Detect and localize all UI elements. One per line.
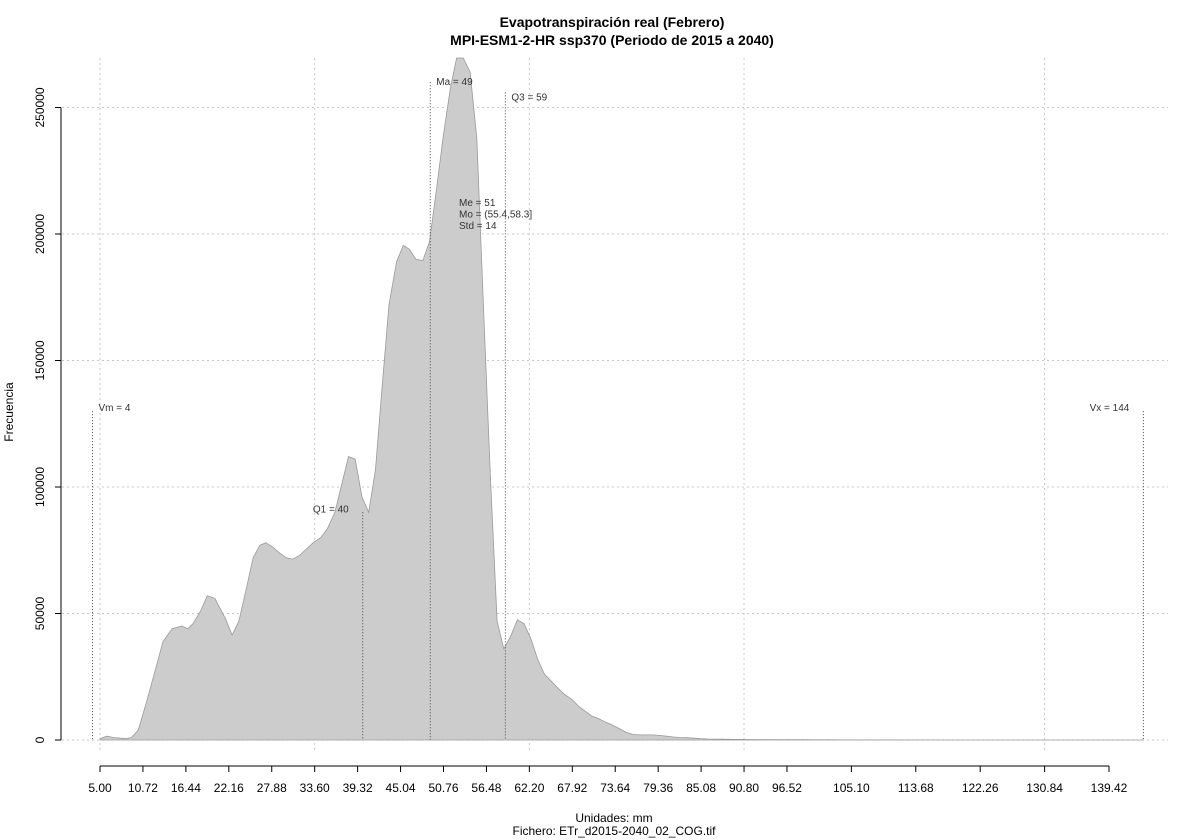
x-tick-label: 96.52 [772, 781, 802, 795]
x-tick-label: 33.60 [300, 781, 330, 795]
x-tick-label: 90.80 [729, 781, 759, 795]
x-axis: 5.00 10.72 16.44 22.16 27.88 33.60 39.32 45.04 5… [88, 765, 1128, 795]
x-tick-label: 50.76 [428, 781, 458, 795]
y-tick-label: 200000 [33, 214, 47, 254]
annotation-label-q1: Q1 = 40 [313, 504, 349, 515]
x-tick-label: 130.84 [1026, 781, 1063, 795]
x-tick-label: 56.48 [471, 781, 501, 795]
x-tick-label: 39.32 [343, 781, 373, 795]
density-area [99, 57, 1144, 741]
x-tick-label: 16.44 [171, 781, 201, 795]
x-tick-label: 122.26 [962, 781, 999, 795]
y-tick-label: 150000 [33, 340, 47, 380]
stat-label: Me = 51 [459, 198, 496, 209]
x-tick-label: 27.88 [257, 781, 287, 795]
x-tick-label: 105.10 [833, 781, 870, 795]
x-tick-label: 79.36 [643, 781, 673, 795]
x-tick-label: 139.42 [1091, 781, 1128, 795]
y-tick-label: 100000 [33, 467, 47, 507]
x-tick-label: 113.68 [898, 781, 934, 795]
x-tick-label: 73.64 [600, 781, 630, 795]
annotation-label-q3: Q3 = 59 [511, 92, 547, 103]
x-tick-label: 62.20 [514, 781, 544, 795]
y-tick-label: 0 [33, 736, 47, 743]
x-axis-label: Unidades: mm [575, 811, 652, 825]
y-axis-label: Frecuencia [2, 382, 16, 442]
annotation-label-vm: Vm = 4 [98, 403, 130, 414]
x-tick-label: 5.00 [88, 781, 112, 795]
stat-label: Std = 14 [459, 221, 497, 232]
x-tick-label: 10.72 [128, 781, 158, 795]
annotation-layer: Vm = 4 Q1 = 40 Ma = 49 Q3 = 59 Vx = 144 Me = … [91, 77, 1144, 740]
x-tick-label: 85.08 [686, 781, 716, 795]
file-caption: Fichero: ETr_d2015-2040_02_COG.tif [513, 824, 717, 838]
annotation-label-ma: Ma = 49 [436, 77, 473, 88]
annotation-label-vx: Vx = 144 [1090, 403, 1130, 414]
y-tick-label: 50000 [33, 596, 47, 630]
chart-title: Evapotranspiración real (Febrero) [500, 14, 725, 30]
x-tick-label: 22.16 [214, 781, 244, 795]
x-tick-label: 45.04 [386, 781, 416, 795]
chart-subtitle: MPI-ESM1-2-HR ssp370 (Periodo de 2015 a … [450, 32, 774, 48]
x-tick-label: 67.92 [557, 781, 587, 795]
density-area-layer [99, 57, 1144, 741]
stat-label: Mo = (55.4,58.3] [459, 210, 532, 221]
y-tick-label: 250000 [33, 87, 47, 127]
y-axis: 0 50000 100000 150000 200000 250000 [33, 87, 62, 743]
